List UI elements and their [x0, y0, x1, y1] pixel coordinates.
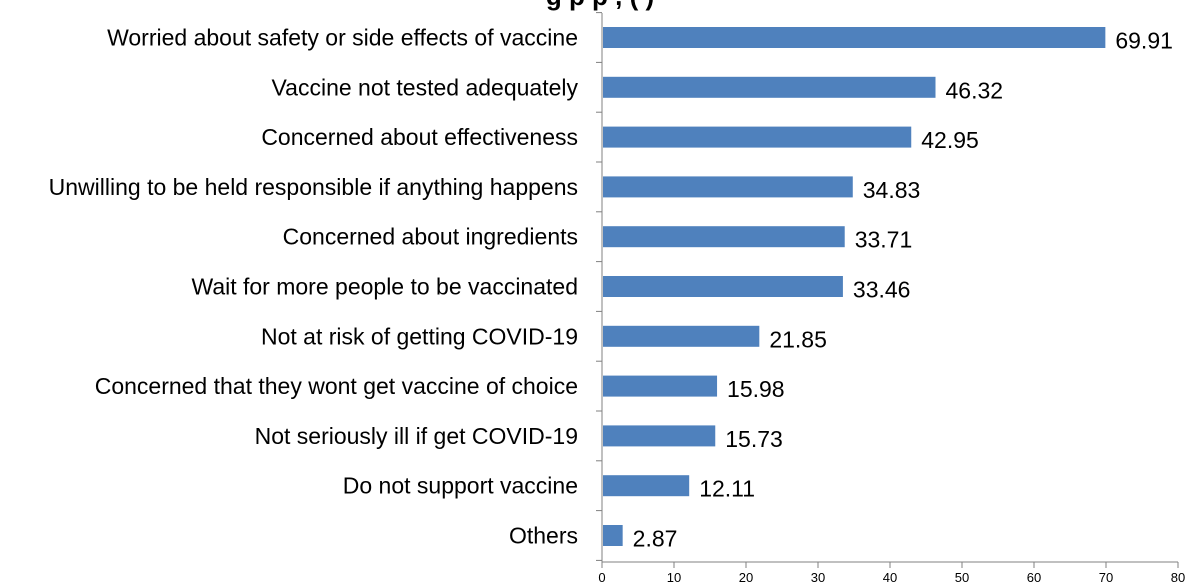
category-label: Do not support vaccine	[343, 473, 578, 499]
data-label: 15.98	[727, 376, 785, 402]
bar	[603, 176, 853, 198]
category-label: Worried about safety or side effects of …	[107, 25, 578, 51]
bar	[603, 375, 718, 397]
x-tick-label: 30	[811, 570, 825, 585]
x-tick-label: 40	[883, 570, 897, 585]
data-label: 42.95	[921, 127, 979, 153]
category-label: Others	[509, 523, 578, 549]
x-tick-label: 50	[955, 570, 969, 585]
bar	[603, 475, 690, 497]
x-tick-label: 60	[1027, 570, 1041, 585]
category-label: Concerned that they wont get vaccine of …	[95, 373, 578, 399]
chart-title: g p p , ( )	[546, 0, 654, 11]
bar	[603, 226, 845, 248]
bar	[603, 27, 1106, 48]
x-tick-label: 70	[1099, 570, 1113, 585]
data-label: 69.91	[1115, 28, 1173, 54]
category-label: Concerned about effectiveness	[261, 124, 578, 150]
bar	[603, 525, 623, 546]
data-label: 33.46	[853, 277, 911, 303]
bar	[603, 276, 843, 297]
x-tick-label: 0	[598, 570, 605, 585]
chart-title-group: g p p , ( )	[546, 0, 654, 11]
labels-group: Worried about safety or side effects of …	[49, 25, 1173, 552]
category-label: Unwilling to be held responsible if anyt…	[49, 174, 578, 200]
data-label: 2.87	[633, 526, 678, 552]
bars-group	[603, 27, 1106, 546]
data-label: 12.11	[699, 476, 755, 502]
bar	[603, 425, 716, 447]
category-label: Not seriously ill if get COVID-19	[255, 423, 578, 449]
category-label: Not at risk of getting COVID-19	[261, 323, 578, 349]
x-tick-label: 20	[739, 570, 753, 585]
data-label: 33.71	[855, 227, 913, 253]
bar	[603, 325, 760, 347]
data-label: 34.83	[863, 177, 921, 203]
category-label: Vaccine not tested adequately	[272, 74, 579, 100]
bar	[603, 126, 912, 148]
data-label: 46.32	[946, 77, 1004, 103]
category-label: Concerned about ingredients	[283, 224, 578, 250]
data-label: 21.85	[769, 326, 827, 352]
bar	[603, 76, 936, 98]
x-tick-label: 10	[667, 570, 681, 585]
category-label: Wait for more people to be vaccinated	[191, 274, 578, 300]
x-tick-label: 80	[1171, 570, 1185, 585]
data-label: 15.73	[725, 426, 783, 452]
axis-group: 0 10 20 30 40 50 60 70 80	[596, 12, 1185, 585]
